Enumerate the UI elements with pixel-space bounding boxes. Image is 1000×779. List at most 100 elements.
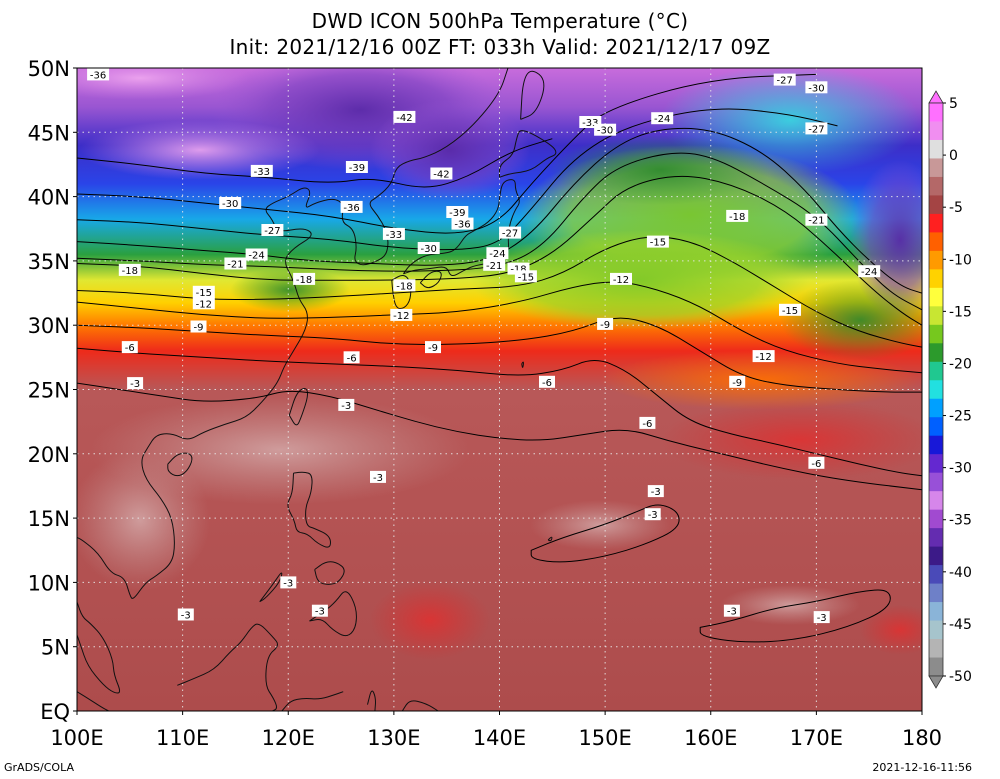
- contour-label-box: [390, 308, 413, 321]
- coastline-bonin: [521, 361, 524, 368]
- contour-label-box: [752, 350, 775, 363]
- map-field: -36-42 -33-30-24-27-30-27-33 -39-42-30 -36-…: [77, 68, 922, 711]
- contour-label: -6: [811, 459, 821, 470]
- contour-label-box: [192, 285, 215, 298]
- contour-label-box: [245, 248, 268, 261]
- colorbar-swatch: [929, 195, 943, 215]
- colorbar-swatch: [929, 139, 943, 159]
- colorbar-label: -15: [949, 304, 972, 320]
- x-tick-label: 120E: [262, 726, 315, 750]
- contour-label-box: [261, 224, 284, 236]
- y-tick-label: 5N: [41, 636, 70, 660]
- contour-label: -33: [386, 230, 402, 241]
- cold-air-highlight: [77, 68, 250, 100]
- isotherm-line: [77, 138, 553, 188]
- mild-air-pool: [470, 230, 810, 330]
- contour-label-box: [594, 123, 617, 136]
- contour-label-box: [338, 398, 355, 411]
- cold-core: [370, 100, 530, 200]
- contour-label-box: [597, 317, 614, 330]
- x-tick-label: 180: [902, 726, 942, 750]
- contour-label-box: [224, 257, 247, 270]
- contour-label: -36: [454, 220, 470, 231]
- contour-label: -3: [130, 379, 140, 390]
- contour-label: -9: [428, 343, 438, 354]
- contour-label-box: [773, 73, 796, 86]
- contour-label: -18: [396, 281, 412, 292]
- coastline-visayas: [314, 561, 345, 585]
- contour-label-box: [393, 279, 416, 292]
- contour-label: -30: [222, 199, 238, 210]
- contour-label-box: [293, 272, 316, 285]
- contour-label: -42: [396, 113, 412, 124]
- contour-label: -39: [349, 163, 365, 174]
- colorbar-swatch: [929, 417, 943, 437]
- x-tick-label: 160E: [684, 726, 737, 750]
- contour-label: -21: [486, 261, 502, 272]
- contour-label: -3: [373, 473, 383, 484]
- x-tick-label: 170E: [790, 726, 843, 750]
- y-tick-label: EQ: [40, 700, 70, 724]
- colorbar-label: -5: [949, 200, 963, 216]
- contour-label: -6: [125, 343, 135, 354]
- x-tick-label: 130E: [367, 726, 420, 750]
- contour-label-box: [499, 226, 522, 239]
- contour-label-box: [858, 265, 881, 278]
- coastline-palawan: [259, 572, 283, 603]
- coastline-halmahera: [367, 690, 376, 711]
- warm-air-band: [660, 400, 922, 480]
- contour-label-box: [644, 508, 661, 521]
- contour-label-box: [805, 213, 828, 226]
- contour-label: -9: [600, 320, 610, 331]
- contour-label: -12: [393, 311, 409, 322]
- contour-label-box: [280, 576, 297, 589]
- colorbar-swatch: [929, 324, 943, 344]
- coastline-borneo: [177, 623, 278, 711]
- y-tick-label: 45N: [28, 121, 70, 145]
- contour-label-box: [446, 206, 469, 218]
- contour-label-box: [219, 197, 242, 209]
- contour-label-box: [177, 608, 194, 621]
- footer-timestamp: 2021-12-16-11:56: [872, 761, 972, 774]
- contour-label: -24: [248, 251, 264, 262]
- contour-label-box: [311, 604, 328, 617]
- colorbar-swatch: [929, 620, 943, 640]
- coastline-sulawesi: [281, 691, 344, 711]
- contour-label: -18: [296, 275, 312, 286]
- colorbar-swatch: [929, 454, 943, 474]
- colorbar-swatch: [929, 639, 943, 659]
- coastline-guam: [547, 536, 553, 542]
- contour-label-box: [451, 217, 474, 230]
- y-tick-label: 40N: [28, 186, 70, 210]
- map-axes: 100E 110E 120E 130E 140E 150E 160E 170E 180 50N 45…: [28, 57, 942, 750]
- contour-label-box: [345, 161, 368, 173]
- contour-label: -3: [817, 613, 827, 624]
- contour-label-box: [805, 81, 828, 94]
- colorbar-top-arrow: [928, 90, 944, 104]
- contour-label: -12: [613, 275, 629, 286]
- colorbar-swatch: [929, 343, 943, 363]
- contour-label-box: [646, 235, 669, 248]
- contour-label: -30: [421, 244, 437, 255]
- contour-label-box: [610, 272, 632, 285]
- x-tick-label: 150E: [578, 726, 631, 750]
- contour-label: -42: [433, 170, 449, 181]
- contour-label-box: [127, 377, 144, 390]
- y-tick-label: 15N: [28, 507, 70, 531]
- colorbar-swatch: [929, 250, 943, 270]
- chart-subtitle: Init: 2021/12/16 00Z FT: 033h Valid: 202…: [229, 35, 771, 59]
- contour-label: -3: [651, 487, 661, 498]
- colorbar-swatch: [929, 491, 943, 511]
- warm-air-patch: [370, 580, 490, 660]
- contour-label-box: [723, 604, 740, 617]
- contour-label: -27: [264, 226, 280, 237]
- contour-label-box: [483, 258, 506, 271]
- contour-label: -18: [729, 212, 745, 223]
- isotherm-line: [77, 127, 922, 294]
- colorbar-swatch: [929, 657, 943, 677]
- contour-label: -15: [782, 306, 798, 317]
- contour-label: -6: [347, 353, 357, 364]
- contour-label: -3: [181, 611, 191, 622]
- colorbar-label: -30: [949, 461, 972, 477]
